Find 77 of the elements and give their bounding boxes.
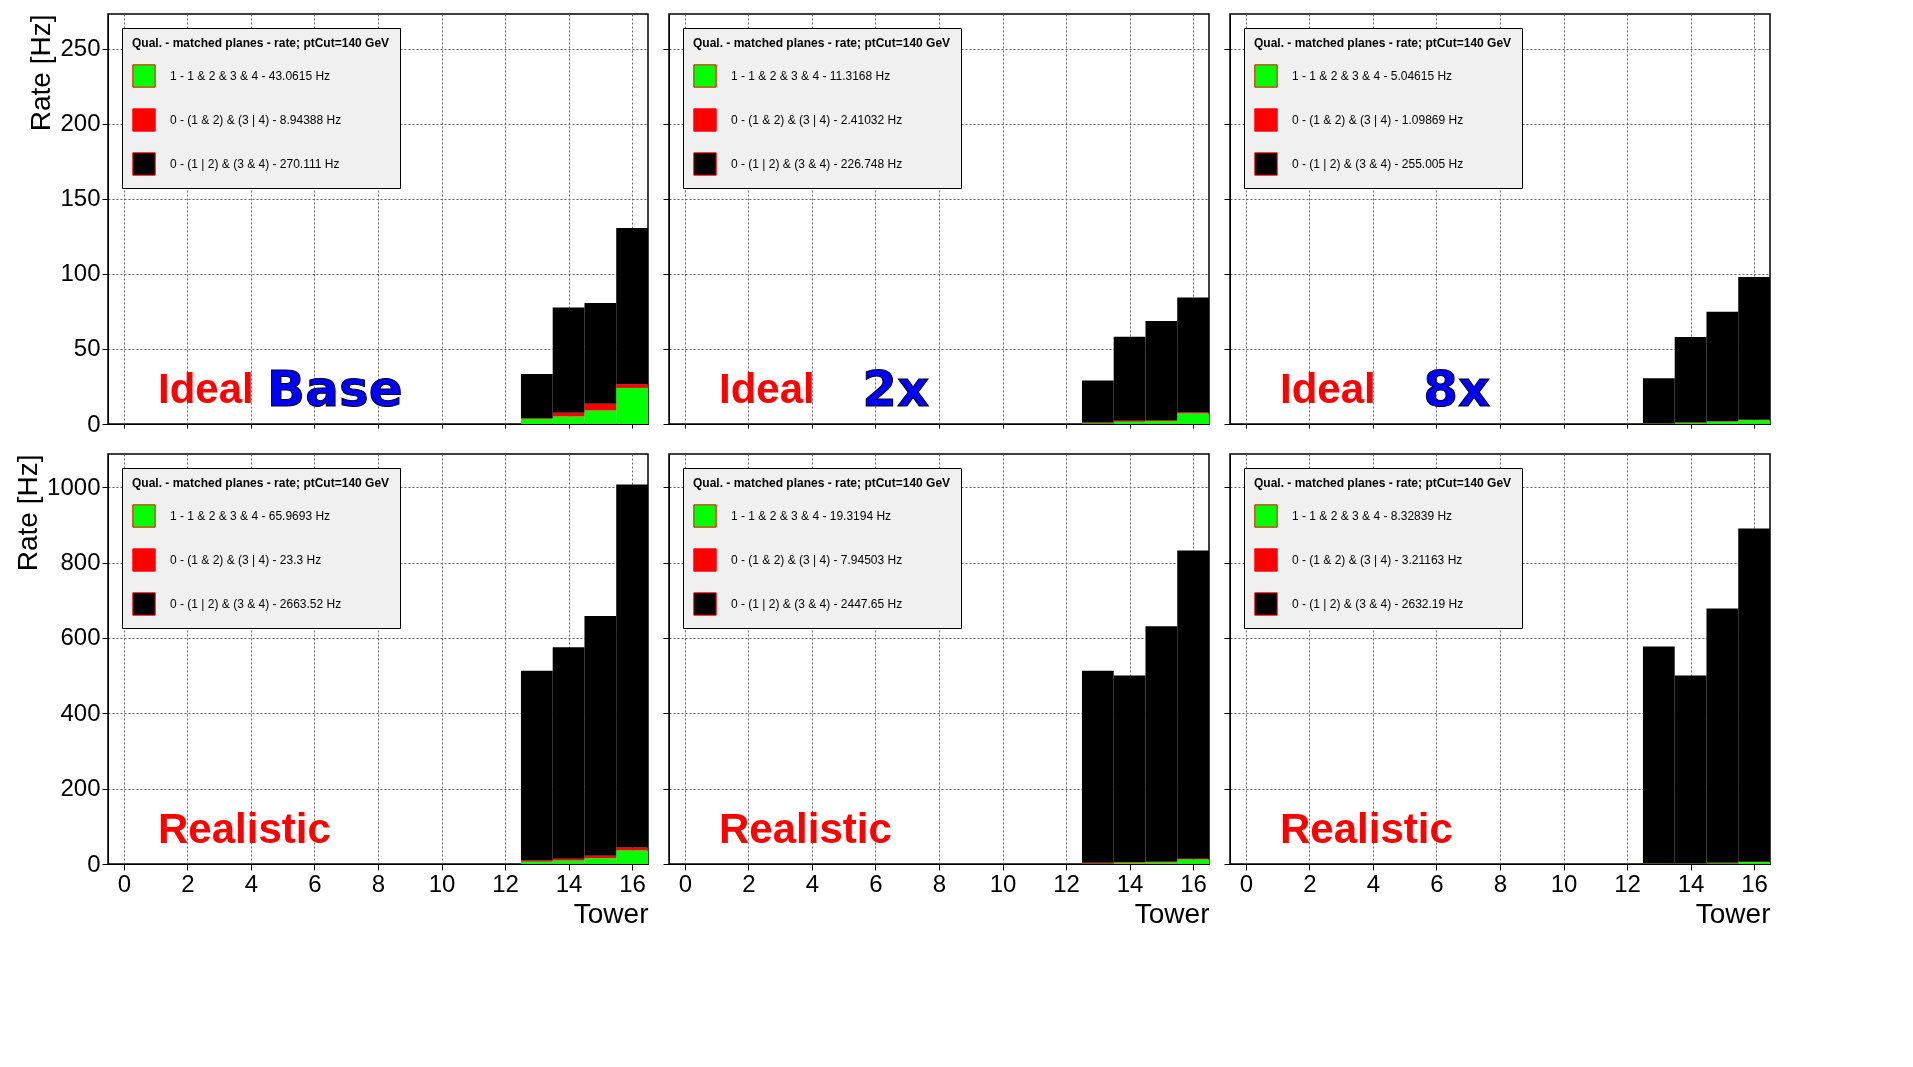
x-axis-title: Tower: [1134, 897, 1210, 929]
x-tick-label: 4: [1366, 869, 1381, 897]
annotation: Realistic: [1280, 805, 1453, 852]
legend-label: 0 - (1 | 2) & (3 & 4) - 270.111 Hz: [170, 157, 340, 171]
y-tick-label: 0: [87, 849, 101, 877]
x-tick-label: 4: [244, 869, 259, 897]
legend-label: 1 - 1 & 2 & 3 & 4 - 8.32839 Hz: [1292, 509, 1453, 523]
x-tick-label: 0: [117, 869, 132, 897]
x-tick-label: 10: [989, 869, 1017, 897]
y-tick-label: 200: [60, 774, 101, 802]
y-tick-label: 800: [60, 548, 101, 576]
y-tick-label: 100: [60, 259, 101, 287]
x-tick-label: 10: [428, 869, 456, 897]
x-tick-label: 2: [742, 869, 756, 897]
x-tick-label: 2: [181, 869, 195, 897]
legend-label: 0 - (1 & 2) & (3 | 4) - 23.3 Hz: [170, 553, 322, 567]
x-tick-label: 12: [1053, 869, 1080, 897]
annotation: Ideal: [719, 365, 815, 412]
y-tick-label: 150: [60, 184, 101, 212]
x-tick-label: 14: [1116, 869, 1144, 897]
x-tick-label: 8: [1493, 869, 1508, 897]
x-tick-label: 16: [1741, 869, 1768, 897]
legend-label: 0 - (1 | 2) & (3 & 4) - 2447.65 Hz: [731, 597, 903, 611]
annotation: Ideal: [1280, 365, 1376, 412]
x-tick-label: 2: [1303, 869, 1317, 897]
legend-label: 1 - 1 & 2 & 3 & 4 - 5.04615 Hz: [1292, 69, 1453, 83]
x-tick-label: 14: [555, 869, 583, 897]
x-tick-label: 0: [1239, 869, 1254, 897]
y-tick-label: 600: [60, 623, 101, 651]
y-tick-label: 400: [60, 698, 101, 726]
x-tick-label: 0: [678, 869, 693, 897]
annotation: Realistic: [719, 805, 892, 852]
x-tick-label: 12: [1614, 869, 1641, 897]
annotation: Ideal: [158, 365, 254, 412]
x-axis-title: Tower: [573, 897, 649, 929]
x-tick-label: 6: [308, 869, 322, 897]
x-tick-label: 6: [869, 869, 883, 897]
legend-label: 1 - 1 & 2 & 3 & 4 - 43.0615 Hz: [170, 69, 331, 83]
legend-title: Qual. - matched planes - rate; ptCut=140 GeV: [1254, 476, 1512, 490]
y-tick-label: 1000: [47, 472, 101, 500]
x-tick-label: 16: [1180, 869, 1207, 897]
y-tick-label: 50: [73, 334, 101, 362]
x-tick-label: 14: [1677, 869, 1705, 897]
legend-label: 0 - (1 | 2) & (3 & 4) - 2632.19 Hz: [1292, 597, 1464, 611]
legend-label: 0 - (1 & 2) & (3 | 4) - 1.09869 Hz: [1292, 113, 1464, 127]
x-axis-title: Tower: [1695, 897, 1771, 929]
legend-title: Qual. - matched planes - rate; ptCut=140 GeV: [132, 36, 390, 50]
x-tick-label: 8: [371, 869, 386, 897]
legend-label: 0 - (1 | 2) & (3 & 4) - 2663.52 Hz: [170, 597, 342, 611]
legend-title: Qual. - matched planes - rate; ptCut=140 GeV: [693, 36, 951, 50]
legend-label: 0 - (1 & 2) & (3 | 4) - 2.41032 Hz: [731, 113, 903, 127]
legend-title: Qual. - matched planes - rate; ptCut=140 GeV: [132, 476, 390, 490]
x-tick-label: 6: [1430, 869, 1444, 897]
x-tick-label: 10: [1550, 869, 1578, 897]
legend-label: 1 - 1 & 2 & 3 & 4 - 11.3168 Hz: [731, 69, 891, 83]
x-tick-label: 16: [619, 869, 646, 897]
annotation: 2x: [862, 360, 930, 418]
x-tick-label: 12: [492, 869, 519, 897]
annotation: Base: [267, 360, 403, 418]
legend-label: 0 - (1 & 2) & (3 | 4) - 8.94388 Hz: [170, 113, 342, 127]
legend-label: 1 - 1 & 2 & 3 & 4 - 19.3194 Hz: [731, 509, 892, 523]
y-axis-title: Rate [Hz]: [25, 14, 57, 132]
x-tick-label: 4: [805, 869, 820, 897]
legend-label: 0 - (1 & 2) & (3 | 4) - 7.94503 Hz: [731, 553, 903, 567]
legend-title: Qual. - matched planes - rate; ptCut=140 GeV: [693, 476, 951, 490]
y-axis-title: Rate [Hz]: [12, 454, 44, 572]
legend-label: 1 - 1 & 2 & 3 & 4 - 65.9693 Hz: [170, 509, 331, 523]
annotation: 8x: [1423, 360, 1491, 418]
y-tick-label: 200: [60, 109, 101, 137]
legend-label: 0 - (1 | 2) & (3 & 4) - 255.005 Hz: [1292, 157, 1464, 171]
legend-label: 0 - (1 | 2) & (3 & 4) - 226.748 Hz: [731, 157, 903, 171]
y-tick-label: 0: [87, 409, 101, 437]
x-tick-label: 8: [932, 869, 947, 897]
y-tick-label: 250: [60, 34, 101, 62]
legend-label: 0 - (1 & 2) & (3 | 4) - 3.21163 Hz: [1292, 553, 1463, 567]
annotation: Realistic: [158, 805, 331, 852]
legend-title: Qual. - matched planes - rate; ptCut=140 GeV: [1254, 36, 1512, 50]
